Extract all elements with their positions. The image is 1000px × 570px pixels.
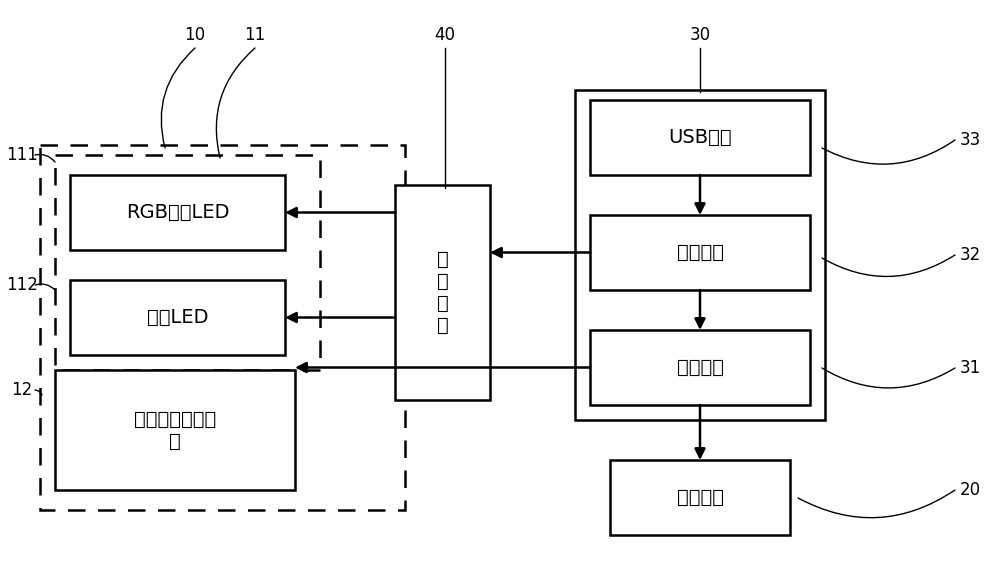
Text: RGB三色LED: RGB三色LED <box>126 203 229 222</box>
Bar <box>395 185 490 400</box>
Text: 112: 112 <box>6 276 38 294</box>
Bar <box>590 215 810 290</box>
Text: 紫外LED: 紫外LED <box>147 308 208 327</box>
Text: 供电电池: 供电电池 <box>676 358 724 377</box>
Bar <box>40 145 405 510</box>
Bar <box>575 90 825 420</box>
Text: 充电电路: 充电电路 <box>676 243 724 262</box>
Bar <box>590 330 810 405</box>
Text: 31: 31 <box>959 359 981 377</box>
Text: 33: 33 <box>959 131 981 149</box>
Text: 光
源
开
关: 光 源 开 关 <box>437 250 448 335</box>
Bar <box>70 280 285 355</box>
Text: 40: 40 <box>434 26 456 44</box>
Text: USB接口: USB接口 <box>668 128 732 147</box>
Text: 111: 111 <box>6 146 38 164</box>
Text: 30: 30 <box>689 26 711 44</box>
Bar <box>55 370 295 490</box>
Text: 20: 20 <box>959 481 981 499</box>
Bar <box>590 100 810 175</box>
Text: 10: 10 <box>184 26 206 44</box>
Text: 32: 32 <box>959 246 981 264</box>
Text: 通信模块: 通信模块 <box>676 488 724 507</box>
Text: 12: 12 <box>11 381 33 399</box>
Text: 11: 11 <box>244 26 266 44</box>
Bar <box>70 175 285 250</box>
Bar <box>55 155 320 370</box>
Text: 接触式图像传感
器: 接触式图像传感 器 <box>134 409 216 450</box>
Bar <box>610 460 790 535</box>
